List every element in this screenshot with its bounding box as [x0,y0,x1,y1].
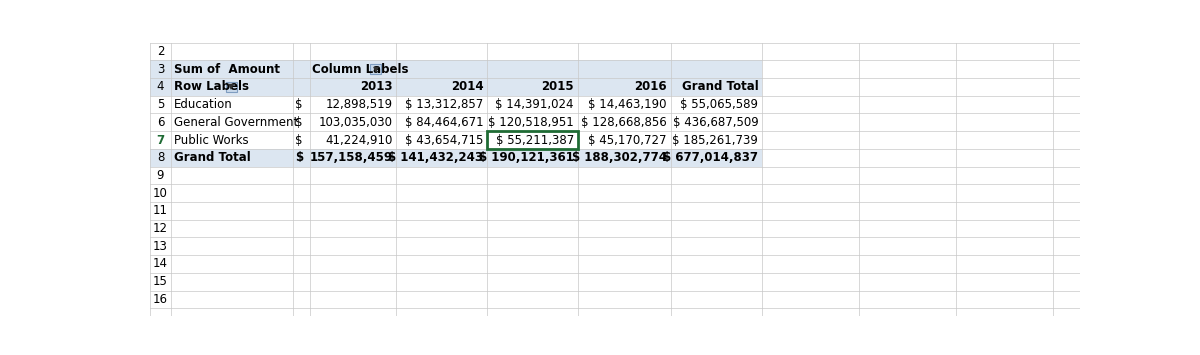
Text: Grand Total: Grand Total [682,80,758,93]
Bar [170,60,762,78]
Text: 2013: 2013 [360,80,392,93]
Text: General Government: General Government [174,116,299,129]
Bar [170,149,762,166]
Text: 2015: 2015 [541,80,574,93]
Text: ▼: ▼ [228,82,234,91]
Text: 41,224,910: 41,224,910 [325,133,392,147]
Text: $ 43,654,715: $ 43,654,715 [404,133,484,147]
Bar [150,78,170,96]
Text: 2: 2 [157,45,164,58]
Text: 157,158,459: 157,158,459 [310,151,392,164]
Text: $ 188,302,774: $ 188,302,774 [572,151,667,164]
Text: $ 185,261,739: $ 185,261,739 [672,133,758,147]
Text: $: $ [295,133,302,147]
Text: 12,898,519: 12,898,519 [325,98,392,111]
Text: $ 13,312,857: $ 13,312,857 [406,98,484,111]
Text: 9: 9 [157,169,164,182]
Text: 11: 11 [152,204,168,217]
Text: 12: 12 [152,222,168,235]
FancyBboxPatch shape [370,64,380,74]
Bar [487,131,578,149]
Text: 103,035,030: 103,035,030 [318,116,392,129]
Text: ▼: ▼ [372,65,378,74]
Text: 16: 16 [152,293,168,306]
Text: $ 120,518,951: $ 120,518,951 [488,116,574,129]
Text: 2014: 2014 [451,80,484,93]
Text: Grand Total: Grand Total [174,151,251,164]
Text: 7: 7 [156,133,164,147]
FancyBboxPatch shape [226,82,236,92]
Text: $ 14,463,190: $ 14,463,190 [588,98,667,111]
Text: $: $ [295,116,302,129]
Bar [150,60,170,78]
Text: 14: 14 [152,257,168,271]
Text: Public Works: Public Works [174,133,248,147]
Text: $ 677,014,837: $ 677,014,837 [664,151,758,164]
Bar [150,149,170,166]
Text: $: $ [295,98,302,111]
Text: 3: 3 [157,63,164,76]
Text: 8: 8 [157,151,164,164]
Text: Sum of  Amount: Sum of Amount [174,63,280,76]
Text: $ 190,121,361: $ 190,121,361 [479,151,574,164]
Text: 10: 10 [154,187,168,200]
Text: $ 141,432,243: $ 141,432,243 [389,151,484,164]
Text: $ 14,391,024: $ 14,391,024 [496,98,574,111]
Text: $ 84,464,671: $ 84,464,671 [404,116,484,129]
Text: 15: 15 [154,275,168,288]
Text: 6: 6 [157,116,164,129]
Text: $ 128,668,856: $ 128,668,856 [581,116,667,129]
Text: Row Labels: Row Labels [174,80,250,93]
Bar [170,78,762,96]
Text: 5: 5 [157,98,164,111]
Text: $ 55,065,589: $ 55,065,589 [680,98,758,111]
Text: 2016: 2016 [635,80,667,93]
Text: Education: Education [174,98,233,111]
Text: 13: 13 [154,240,168,253]
Text: $ 55,211,387: $ 55,211,387 [496,133,574,147]
Text: $ 45,170,727: $ 45,170,727 [588,133,667,147]
Text: $ 436,687,509: $ 436,687,509 [673,116,758,129]
Text: Column Labels: Column Labels [312,63,408,76]
Text: $: $ [295,151,304,164]
Text: 4: 4 [157,80,164,93]
